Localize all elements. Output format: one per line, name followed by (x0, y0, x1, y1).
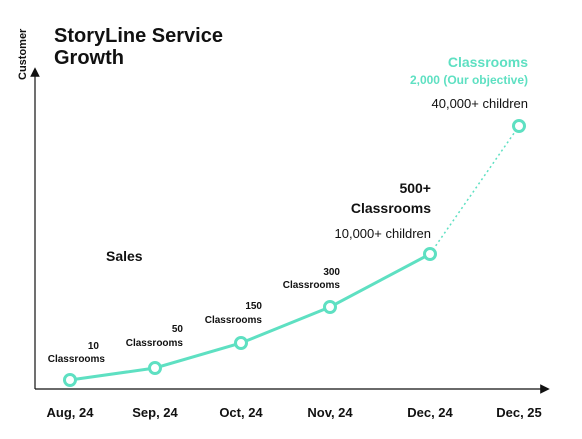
dec24-value: 500+ (399, 180, 431, 196)
data-point (423, 247, 437, 261)
x-tick-labels: Aug, 24 Sep, 24 Oct, 24 Nov, 24 Dec, 24 Dec, … (47, 405, 542, 420)
point-label-unit: Classrooms (205, 315, 263, 326)
x-tick-label: Oct, 24 (219, 405, 263, 420)
dec24-children: 10,000+ children (335, 226, 432, 241)
data-point (234, 336, 248, 350)
point-label-unit: Classrooms (283, 280, 341, 291)
point-label-value: 300 (323, 267, 340, 278)
series-line-projection (429, 125, 520, 255)
x-tick-label: Nov, 24 (307, 405, 353, 420)
point-label-value: 10 (88, 341, 100, 352)
point-label-value: 50 (172, 324, 184, 335)
data-point (148, 361, 162, 375)
point-labels: 10 Classrooms 50 Classrooms 150 Classrooms 300… (48, 267, 341, 365)
x-tick-label: Dec, 24 (407, 405, 453, 420)
point-label-unit: Classrooms (48, 354, 106, 365)
dec25-value: 2,000 (Our objective) (410, 73, 528, 87)
chart-title-line-1: StoryLine Service (54, 25, 223, 47)
x-tick-label: Aug, 24 (47, 405, 95, 420)
sales-label: Sales (106, 248, 143, 264)
x-tick-label: Sep, 24 (132, 405, 178, 420)
y-axis-title: Customer (17, 28, 29, 80)
x-tick-label: Dec, 25 (496, 405, 542, 420)
chart-title-line-2: Growth (54, 47, 124, 69)
dec25-children: 40,000+ children (432, 96, 529, 111)
data-point (323, 300, 337, 314)
data-point (63, 373, 77, 387)
point-label-unit: Classrooms (126, 338, 184, 349)
dec25-unit: Classrooms (448, 54, 528, 70)
point-label-value: 150 (245, 301, 262, 312)
dec24-unit: Classrooms (351, 200, 431, 216)
data-point (512, 119, 526, 133)
series-layer (63, 119, 526, 387)
